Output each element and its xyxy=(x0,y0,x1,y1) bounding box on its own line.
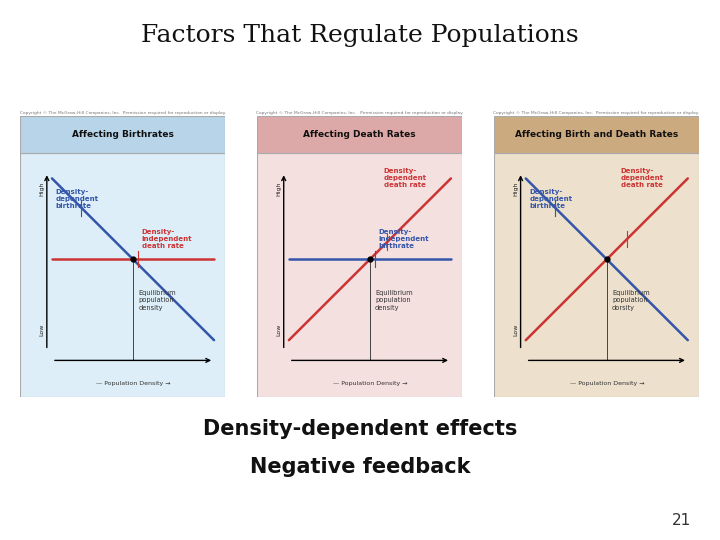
Bar xyxy=(20,116,225,153)
Text: Equilibrium
population
density: Equilibrium population density xyxy=(375,289,413,310)
Bar xyxy=(494,116,699,153)
Text: Equilibrium
population
density: Equilibrium population density xyxy=(138,289,176,310)
Text: Low: Low xyxy=(513,324,518,336)
Text: Density-
dependent
death rate: Density- dependent death rate xyxy=(621,168,664,188)
Text: Negative feedback: Negative feedback xyxy=(250,457,470,477)
Text: High: High xyxy=(513,181,518,196)
Text: High: High xyxy=(276,181,281,196)
Text: 21: 21 xyxy=(672,513,691,528)
Bar xyxy=(494,153,699,397)
Text: Density-
independent
death rate: Density- independent death rate xyxy=(142,229,192,249)
Text: Affecting Birthrates: Affecting Birthrates xyxy=(72,130,174,139)
Text: Low: Low xyxy=(276,324,281,336)
Text: Density-dependent effects: Density-dependent effects xyxy=(203,419,517,440)
Text: — Population Density →: — Population Density → xyxy=(333,381,407,386)
Text: Density-
independent
birthrate: Density- independent birthrate xyxy=(379,229,429,249)
Text: Density-
dependent
birthrate: Density- dependent birthrate xyxy=(529,188,572,208)
Text: — Population Density →: — Population Density → xyxy=(570,381,644,386)
Bar xyxy=(257,153,462,397)
Text: Affecting Death Rates: Affecting Death Rates xyxy=(303,130,416,139)
Text: Copyright © The McGraw-Hill Companies, Inc.  Permission required for reproductio: Copyright © The McGraw-Hill Companies, I… xyxy=(19,111,226,115)
Text: Density-
dependent
birthrate: Density- dependent birthrate xyxy=(55,188,99,208)
Bar xyxy=(20,153,225,397)
Text: Equilibrium
population
dorsity: Equilibrium population dorsity xyxy=(612,289,649,310)
Text: Low: Low xyxy=(39,324,44,336)
Text: Density-
dependent
death rate: Density- dependent death rate xyxy=(384,168,427,188)
Text: Copyright © The McGraw-Hill Companies, Inc.  Permission required for reproductio: Copyright © The McGraw-Hill Companies, I… xyxy=(493,111,700,115)
Bar xyxy=(257,116,462,153)
Text: Copyright © The McGraw-Hill Companies, Inc.   Permission required for reproducti: Copyright © The McGraw-Hill Companies, I… xyxy=(256,111,464,115)
Text: Affecting Birth and Death Rates: Affecting Birth and Death Rates xyxy=(515,130,678,139)
Text: — Population Density →: — Population Density → xyxy=(96,381,170,386)
Text: High: High xyxy=(39,181,44,196)
Text: Factors That Regulate Populations: Factors That Regulate Populations xyxy=(141,24,579,48)
